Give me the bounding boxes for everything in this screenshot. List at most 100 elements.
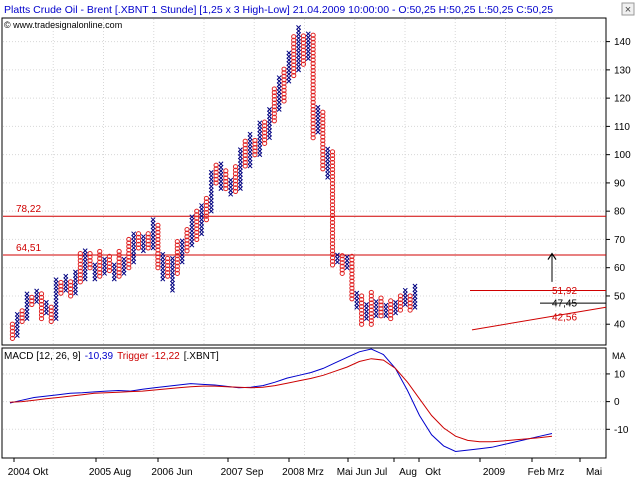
pnf-x-mark <box>237 161 243 167</box>
pnf-o-mark <box>126 240 132 246</box>
pnf-o-mark <box>310 67 316 74</box>
pnf-x-mark <box>102 263 108 269</box>
pnf-x-mark <box>247 156 253 162</box>
x-axis: 2004 Okt 2005 Aug 2006 Jun 2007 Sep 2008 Mrz… <box>8 458 602 478</box>
pnf-o-mark <box>291 65 297 72</box>
pnf-o-mark <box>310 96 316 102</box>
pnf-o-mark <box>310 120 316 127</box>
pnf-o-mark <box>97 262 103 269</box>
pnf-o-mark <box>310 43 316 49</box>
pnf-o-mark <box>310 71 316 77</box>
pnf-x-mark <box>199 224 205 230</box>
pnf-x-mark <box>150 231 156 237</box>
pnf-o-mark <box>291 41 297 47</box>
pnf-o-mark <box>19 315 25 321</box>
trigger-value: -12,22 <box>151 351 180 362</box>
pnf-x-mark <box>286 61 292 66</box>
pnf-x-mark <box>218 164 224 170</box>
close-button[interactable]: × <box>621 2 635 16</box>
pnf-x-mark <box>199 203 205 208</box>
pnf-o-mark <box>232 188 239 194</box>
macd-gridlines <box>3 349 606 457</box>
pnf-x-mark <box>334 252 340 258</box>
pnf-y-tick-label: 90 <box>614 178 626 189</box>
pnf-x-mark <box>364 312 369 318</box>
pnf-o-mark <box>310 99 316 105</box>
pnf-o-mark <box>29 301 35 308</box>
pnf-x-mark <box>373 309 379 315</box>
pnf-x-mark <box>373 313 379 319</box>
pnf-x-mark <box>412 297 418 303</box>
pnf-o-mark <box>329 248 336 254</box>
pnf-o-mark <box>329 195 336 201</box>
pnf-x-mark <box>102 256 108 262</box>
pnf-o-mark <box>329 223 336 229</box>
pnf-o-mark <box>349 282 355 288</box>
pnf-o-mark <box>281 77 287 83</box>
pnf-o-mark <box>135 231 142 237</box>
pnf-x-mark <box>14 311 20 317</box>
source-credit: © www.tradesignalonline.com <box>4 20 122 30</box>
pnf-o-mark <box>329 173 336 180</box>
pnf-x-mark <box>131 252 137 258</box>
pnf-x-mark <box>237 150 243 156</box>
pnf-o-mark <box>155 222 161 228</box>
pnf-o-mark <box>9 328 16 334</box>
pnf-o-mark <box>174 249 180 255</box>
pnf-x-mark <box>131 248 137 254</box>
pnf-o-mark <box>126 247 132 253</box>
pnf-x-mark <box>63 273 69 279</box>
pnf-o-mark <box>368 293 374 299</box>
pnf-x-mark <box>53 309 59 314</box>
pnf-o-mark <box>232 174 239 180</box>
pnf-o-mark <box>213 166 219 172</box>
pnf-o-mark <box>184 248 190 254</box>
pnf-x-mark <box>247 145 253 151</box>
pnf-x-mark <box>305 31 311 37</box>
pnf-o-mark <box>87 265 93 271</box>
pnf-o-mark <box>291 62 297 68</box>
pnf-x-mark <box>267 131 272 137</box>
pnf-x-mark <box>364 309 369 314</box>
pnf-y-tick-label: 100 <box>614 150 631 161</box>
pnf-x-mark <box>150 217 156 223</box>
pnf-x-mark <box>82 262 88 268</box>
pnf-o-mark <box>242 138 248 144</box>
pnf-x-mark <box>121 263 127 269</box>
pnf-x-mark <box>82 265 88 271</box>
pnf-o-mark <box>135 234 142 240</box>
pnf-x-mark <box>189 214 195 220</box>
pnf-o-mark <box>271 93 277 99</box>
pnf-o-mark <box>155 247 161 253</box>
pnf-o-mark <box>135 241 142 247</box>
pnf-x-mark <box>131 256 137 261</box>
x-tick-label: 2008 Mrz <box>282 467 324 478</box>
pnf-o-mark <box>194 219 200 225</box>
pnf-o-mark <box>281 80 287 86</box>
pnf-o-mark <box>155 254 161 260</box>
pnf-x-mark <box>402 287 408 293</box>
pnf-o-mark <box>48 308 54 314</box>
pnf-x-mark <box>267 106 272 112</box>
pnf-x-mark <box>24 305 30 311</box>
pnf-o-mark <box>126 236 132 243</box>
pnf-x-mark <box>170 280 175 286</box>
pnf-o-mark <box>291 72 297 79</box>
pnf-o-mark <box>300 40 307 46</box>
pnf-o-mark <box>232 178 239 184</box>
pnf-x-mark <box>208 180 214 186</box>
pnf-x-mark <box>53 305 59 311</box>
pnf-x-mark <box>228 181 234 187</box>
pnf-o-mark <box>262 126 268 132</box>
pnf-o-mark <box>252 148 258 154</box>
pnf-x-mark <box>208 187 214 193</box>
level-label: 51,92 <box>552 286 577 297</box>
pnf-o-mark <box>213 162 219 168</box>
pnf-x-mark <box>82 258 88 264</box>
pnf-o-mark <box>388 298 394 304</box>
pnf-o-mark <box>48 304 54 310</box>
pnf-o-mark <box>155 265 161 271</box>
pnf-o-mark <box>271 100 277 106</box>
pnf-x-mark <box>325 157 331 163</box>
pnf-x-mark <box>53 277 59 283</box>
